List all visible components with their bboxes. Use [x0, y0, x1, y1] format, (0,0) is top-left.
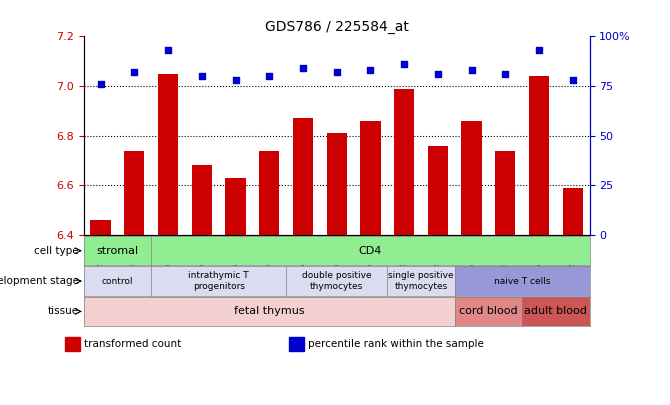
Bar: [394, 89, 414, 235]
Point: [230, 77, 241, 83]
Text: control: control: [102, 277, 133, 286]
Bar: [90, 220, 111, 235]
Bar: [225, 178, 246, 235]
Bar: [293, 118, 313, 235]
Bar: [563, 188, 583, 235]
Bar: [66, 337, 80, 352]
Bar: [259, 151, 279, 235]
Bar: [192, 166, 212, 235]
Text: percentile rank within the sample: percentile rank within the sample: [308, 339, 484, 349]
Bar: [529, 76, 549, 235]
Point: [466, 67, 477, 73]
Bar: [462, 121, 482, 235]
Text: intrathymic T
progenitors: intrathymic T progenitors: [188, 271, 249, 291]
Point: [163, 47, 174, 53]
Text: fetal thymus: fetal thymus: [234, 307, 305, 316]
Point: [297, 65, 308, 71]
Text: adult blood: adult blood: [525, 307, 588, 316]
Point: [196, 73, 207, 79]
Text: cord blood: cord blood: [459, 307, 518, 316]
Text: cell type: cell type: [34, 246, 79, 256]
Point: [500, 71, 511, 77]
Point: [95, 81, 106, 87]
Point: [433, 71, 444, 77]
Text: development stage: development stage: [0, 276, 79, 286]
Point: [264, 73, 275, 79]
Point: [533, 47, 544, 53]
Text: naive T cells: naive T cells: [494, 277, 550, 286]
Bar: [158, 74, 178, 235]
Point: [567, 77, 578, 83]
Point: [332, 69, 342, 75]
Text: transformed count: transformed count: [84, 339, 182, 349]
Point: [129, 69, 140, 75]
Text: single positive
thymocytes: single positive thymocytes: [388, 271, 454, 291]
Text: tissue: tissue: [48, 307, 79, 316]
Text: double positive
thymocytes: double positive thymocytes: [302, 271, 371, 291]
Bar: [360, 121, 381, 235]
Point: [365, 67, 376, 73]
Bar: [427, 146, 448, 235]
Point: [399, 61, 409, 68]
Bar: [495, 151, 515, 235]
Bar: [124, 151, 145, 235]
Bar: [326, 133, 347, 235]
Title: GDS786 / 225584_at: GDS786 / 225584_at: [265, 20, 409, 34]
Text: CD4: CD4: [358, 246, 382, 256]
Bar: [289, 337, 304, 352]
Text: stromal: stromal: [96, 246, 139, 256]
